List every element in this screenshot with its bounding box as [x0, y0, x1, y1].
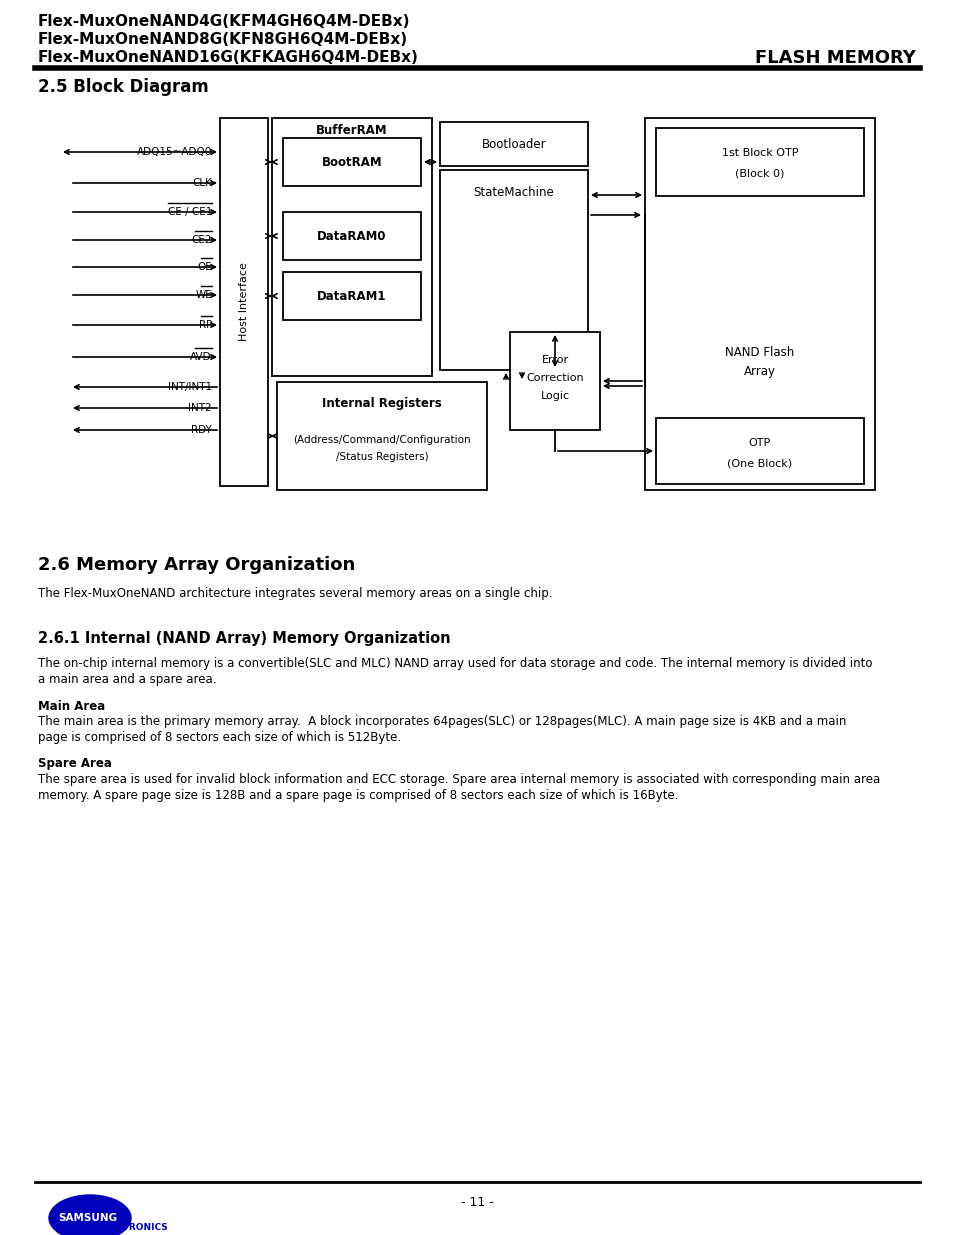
Text: Correction: Correction	[526, 373, 583, 383]
Text: CE2: CE2	[192, 235, 212, 245]
Bar	[439, 122, 587, 165]
Bar	[283, 272, 420, 320]
Text: RP: RP	[198, 320, 212, 330]
Text: (One Block): (One Block)	[727, 458, 792, 468]
Text: DataRAM1: DataRAM1	[317, 289, 386, 303]
Text: FLASH MEMORY: FLASH MEMORY	[755, 49, 915, 67]
Bar	[510, 332, 599, 430]
Text: Flex-MuxOneNAND8G(KFN8GH6Q4M-DEBx): Flex-MuxOneNAND8G(KFN8GH6Q4M-DEBx)	[38, 32, 408, 47]
Text: CLK: CLK	[192, 178, 212, 188]
Bar	[656, 128, 863, 196]
Text: Spare Area: Spare Area	[38, 757, 112, 771]
Text: Logic: Logic	[539, 391, 569, 401]
Text: Main Area: Main Area	[38, 699, 105, 713]
Text: 2.6 Memory Array Organization: 2.6 Memory Array Organization	[38, 556, 355, 574]
Text: Internal Registers: Internal Registers	[322, 398, 441, 410]
Text: a main area and a spare area.: a main area and a spare area.	[38, 673, 216, 687]
Text: 1st Block OTP: 1st Block OTP	[721, 148, 798, 158]
Text: RDY: RDY	[191, 425, 212, 435]
Text: (Address/Command/Configuration: (Address/Command/Configuration	[293, 435, 471, 445]
Text: Array: Array	[743, 364, 775, 378]
Text: INT/INT1: INT/INT1	[168, 382, 212, 391]
Text: memory. A spare page size is 128B and a spare page is comprised of 8 sectors eac: memory. A spare page size is 128B and a …	[38, 789, 678, 803]
Text: Bootloader: Bootloader	[481, 137, 546, 151]
Bar	[644, 119, 874, 490]
Text: 2.6.1 Internal (NAND Array) Memory Organization: 2.6.1 Internal (NAND Array) Memory Organ…	[38, 631, 450, 646]
Bar	[656, 417, 863, 484]
Text: SAMSUNG: SAMSUNG	[58, 1213, 117, 1223]
Bar	[272, 119, 432, 375]
Text: page is comprised of 8 sectors each size of which is 512Byte.: page is comprised of 8 sectors each size…	[38, 731, 400, 745]
Bar	[283, 138, 420, 186]
Text: The main area is the primary memory array.  A block incorporates 64pages(SLC) or: The main area is the primary memory arra…	[38, 715, 845, 729]
Text: BufferRAM: BufferRAM	[315, 125, 388, 137]
Text: /Status Registers): /Status Registers)	[335, 452, 428, 462]
Text: NAND Flash: NAND Flash	[724, 347, 794, 359]
Text: OTP: OTP	[748, 438, 770, 448]
Text: ELECTRONICS: ELECTRONICS	[98, 1224, 168, 1233]
Text: OE: OE	[197, 262, 212, 272]
Text: CE / CE1: CE / CE1	[168, 207, 212, 217]
Text: StateMachine: StateMachine	[473, 185, 554, 199]
Text: ADQ15~ADQ0: ADQ15~ADQ0	[136, 147, 212, 157]
Text: The on-chip internal memory is a convertible(SLC and MLC) NAND array used for da: The on-chip internal memory is a convert…	[38, 657, 872, 671]
Text: The Flex-MuxOneNAND architecture integrates several memory areas on a single chi: The Flex-MuxOneNAND architecture integra…	[38, 587, 552, 599]
Text: Flex-MuxOneNAND16G(KFKAGH6Q4M-DEBx): Flex-MuxOneNAND16G(KFKAGH6Q4M-DEBx)	[38, 51, 418, 65]
Text: Error: Error	[541, 354, 568, 366]
Bar	[439, 170, 587, 370]
Text: Flex-MuxOneNAND4G(KFM4GH6Q4M-DEBx): Flex-MuxOneNAND4G(KFM4GH6Q4M-DEBx)	[38, 15, 410, 30]
Bar	[283, 212, 420, 261]
Text: AVD: AVD	[191, 352, 212, 362]
Text: DataRAM0: DataRAM0	[317, 230, 386, 242]
Text: WE: WE	[195, 290, 212, 300]
Text: (Block 0): (Block 0)	[735, 168, 784, 178]
Text: The spare area is used for invalid block information and ECC storage. Spare area: The spare area is used for invalid block…	[38, 773, 880, 787]
Text: 2.5 Block Diagram: 2.5 Block Diagram	[38, 78, 209, 96]
Bar	[220, 119, 268, 487]
Text: - 11 -: - 11 -	[460, 1195, 493, 1209]
Text: BootRAM: BootRAM	[321, 156, 382, 168]
Text: Host Interface: Host Interface	[239, 263, 249, 341]
Text: INT2: INT2	[188, 403, 212, 412]
Ellipse shape	[49, 1195, 131, 1235]
Bar	[276, 382, 486, 490]
